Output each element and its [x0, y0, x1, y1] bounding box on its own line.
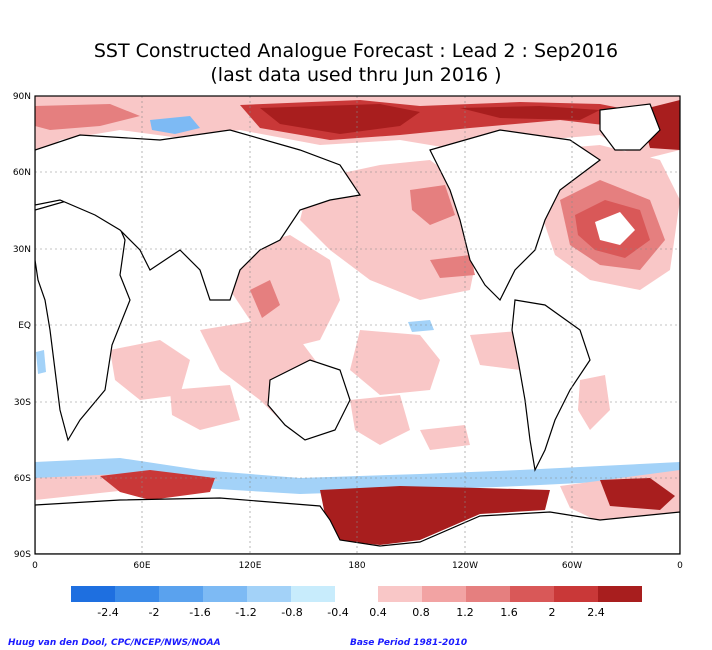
legend-label: -0.8 — [281, 606, 302, 619]
legend-swatch — [466, 586, 510, 602]
greenland-coastline — [599, 103, 661, 151]
arctic-west-warm — [35, 104, 140, 130]
ross-sea-hot-core — [320, 486, 550, 545]
latitude-labels: 90N 60N 30N EQ 30S 60S 90S — [13, 92, 31, 560]
southern-ocean-warm-band — [35, 470, 680, 522]
graticule — [35, 96, 680, 554]
lat-label-60s: 60S — [14, 474, 31, 484]
legend-label: 0.4 — [369, 606, 387, 619]
legend-swatch — [203, 586, 247, 602]
weddell-warm-core — [600, 478, 675, 510]
south-america-coastline — [511, 299, 591, 472]
barents-cold-patch — [150, 116, 200, 134]
longitude-labels: 0 60E 120E 180 120W 60W 0 — [32, 561, 683, 571]
lon-label-60w: 60W — [562, 561, 582, 571]
lon-label-120e: 120E — [239, 561, 262, 571]
legend-swatch — [291, 586, 335, 602]
eurasia-coastline — [35, 129, 362, 301]
legend-swatch — [247, 586, 291, 602]
australia-coastline — [267, 359, 351, 441]
lat-label-eq: EQ — [18, 321, 31, 331]
negative-swatches — [71, 586, 335, 602]
benguela-cold-patch — [36, 350, 46, 374]
legend-swatch — [115, 586, 159, 602]
south-pacific-warm — [350, 395, 470, 450]
lat-label-30n: 30N — [13, 245, 31, 255]
lon-label-120w: 120W — [452, 561, 478, 571]
coastlines — [35, 103, 680, 554]
legend-label: -2.4 — [97, 606, 118, 619]
legend-label: 1.6 — [500, 606, 518, 619]
lon-label-0-west: 0 — [32, 561, 38, 571]
legend-label: 1.2 — [456, 606, 474, 619]
south-indian-warm — [170, 385, 240, 430]
map-frame — [34, 95, 681, 555]
legend-label: -1.2 — [235, 606, 256, 619]
lon-label-60e: 60E — [133, 561, 150, 571]
legend-label: -2 — [149, 606, 160, 619]
legend-swatch — [71, 586, 115, 602]
base-period: Base Period 1981-2010 — [350, 638, 468, 648]
north-america-coastline — [429, 129, 602, 302]
east-pacific-warm — [350, 330, 440, 395]
color-legend: -2.4 -2 -1.6 -1.2 -0.8 -0.4 0.4 0.8 1.2 … — [71, 586, 642, 619]
credit-line: Huug van den Dool, CPC/NCEP/NWS/NOAA — [8, 638, 221, 648]
indian-ocean-warm — [110, 340, 190, 400]
legend-label: -0.4 — [327, 606, 348, 619]
arctic-hot-core — [260, 100, 680, 150]
legend-swatch — [510, 586, 554, 602]
north-atlantic-inner — [595, 212, 635, 245]
legend-label: -1.6 — [189, 606, 210, 619]
positive-swatches — [378, 586, 642, 602]
legend-swatch — [554, 586, 598, 602]
south-atlantic-warm — [578, 375, 610, 430]
lat-label-90n: 90N — [13, 92, 31, 102]
map-subtitle: (last data used thru Jun 2016 ) — [210, 64, 502, 86]
lon-label-0-east: 0 — [677, 561, 683, 571]
legend-label: 0.8 — [412, 606, 430, 619]
north-pacific-mid — [410, 185, 475, 278]
legend-swatch — [159, 586, 203, 602]
legend-swatch — [422, 586, 466, 602]
map-title: SST Constructed Analogue Forecast : Lead… — [93, 40, 619, 62]
antarctica-coastline — [35, 497, 680, 554]
lat-label-60n: 60N — [13, 168, 31, 178]
west-pacific-mid — [250, 280, 280, 318]
lat-label-30s: 30S — [14, 398, 31, 408]
southern-indian-warm-core — [100, 470, 215, 500]
africa-coastline — [35, 199, 131, 442]
legend-label: 2 — [549, 606, 556, 619]
legend-swatch — [598, 586, 642, 602]
nino-cold-patch — [408, 320, 434, 332]
lat-label-90s: 90S — [14, 550, 31, 560]
legend-label: 2.4 — [587, 606, 605, 619]
legend-labels: -2.4 -2 -1.6 -1.2 -0.8 -0.4 0.4 0.8 1.2 … — [97, 606, 604, 619]
lon-label-180: 180 — [348, 561, 365, 571]
legend-swatch — [378, 586, 422, 602]
